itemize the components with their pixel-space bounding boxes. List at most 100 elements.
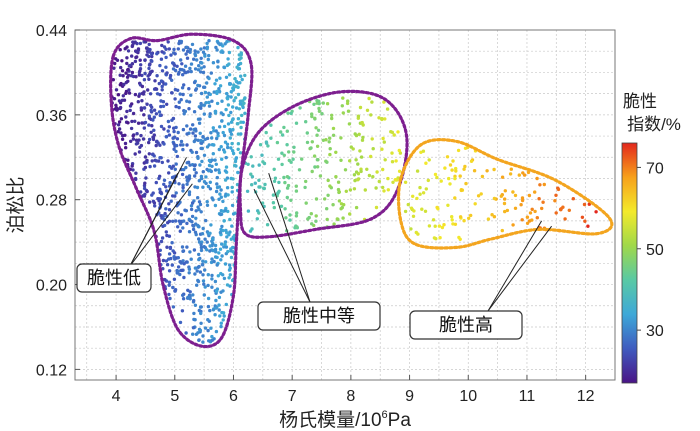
data-point	[133, 59, 138, 64]
data-point	[126, 158, 130, 162]
data-point	[220, 157, 224, 161]
data-point	[454, 169, 458, 173]
data-point	[131, 111, 136, 116]
data-point	[139, 106, 143, 110]
data-point	[222, 124, 227, 129]
data-point	[337, 190, 341, 194]
data-point	[224, 302, 228, 307]
data-point	[198, 202, 203, 207]
data-point	[159, 124, 164, 129]
data-point	[214, 162, 218, 166]
data-point	[458, 174, 462, 178]
data-point	[197, 237, 201, 241]
annotation-box	[409, 310, 523, 340]
data-point	[123, 141, 128, 146]
plot-frame	[74, 29, 616, 381]
data-point	[182, 262, 186, 266]
data-point	[317, 109, 322, 114]
data-point	[255, 217, 259, 221]
data-point	[184, 52, 188, 56]
data-point	[219, 321, 223, 325]
data-point	[279, 130, 283, 134]
data-point	[226, 103, 231, 107]
data-point	[533, 209, 537, 214]
data-point	[300, 157, 304, 161]
data-point	[158, 187, 162, 191]
data-point	[185, 143, 189, 147]
data-point	[343, 168, 348, 172]
data-point	[144, 176, 148, 180]
data-point	[172, 63, 177, 67]
data-point	[120, 137, 125, 141]
data-point	[210, 99, 214, 103]
data-point	[530, 207, 534, 211]
data-point	[167, 125, 171, 129]
data-point	[454, 166, 458, 171]
data-point	[202, 112, 206, 116]
data-point	[131, 168, 135, 172]
data-point	[147, 66, 151, 71]
data-point	[271, 201, 276, 205]
data-point	[236, 92, 241, 97]
data-point	[396, 176, 400, 180]
data-point	[285, 129, 289, 133]
data-point	[204, 218, 208, 223]
y-tick-label: 0.12	[36, 362, 67, 379]
data-point	[220, 310, 224, 315]
data-point	[348, 212, 352, 216]
data-point	[261, 186, 266, 190]
data-point	[325, 207, 329, 211]
data-point	[187, 267, 192, 271]
data-point	[173, 97, 177, 101]
data-point	[181, 92, 185, 97]
data-point	[225, 283, 230, 287]
data-point	[161, 267, 165, 271]
data-point	[133, 92, 138, 97]
data-point	[217, 89, 222, 94]
data-point	[213, 109, 218, 114]
data-point	[227, 113, 231, 118]
data-point	[193, 138, 198, 142]
data-point	[382, 100, 386, 104]
data-point	[197, 63, 201, 68]
data-point	[213, 279, 218, 284]
data-point	[204, 175, 208, 179]
data-point	[133, 152, 137, 156]
data-point	[205, 81, 209, 85]
data-point	[142, 186, 147, 191]
data-point	[196, 205, 200, 209]
data-point	[371, 147, 375, 151]
data-point	[122, 98, 127, 102]
data-point	[236, 147, 240, 151]
data-point	[448, 182, 452, 186]
data-point	[124, 146, 128, 150]
data-point	[220, 254, 224, 258]
data-point	[193, 174, 197, 178]
data-point	[172, 47, 176, 52]
data-point	[162, 178, 167, 182]
data-point	[217, 303, 221, 307]
data-point	[195, 58, 199, 62]
data-point	[390, 160, 395, 164]
data-point	[540, 206, 544, 211]
data-point	[172, 142, 176, 146]
data-point	[138, 41, 143, 46]
data-point	[188, 66, 192, 71]
data-point	[152, 128, 156, 132]
data-point	[213, 243, 218, 248]
data-point	[266, 144, 270, 148]
data-point	[192, 57, 196, 61]
data-point	[199, 141, 203, 145]
data-point	[239, 120, 243, 124]
data-point	[330, 116, 334, 121]
data-point	[189, 69, 193, 74]
data-point	[143, 120, 148, 125]
data-point	[197, 200, 202, 204]
data-point	[358, 149, 362, 153]
data-point	[450, 218, 454, 222]
data-point	[176, 225, 180, 229]
data-point	[231, 86, 235, 90]
data-point	[150, 152, 155, 157]
data-point	[171, 285, 175, 290]
data-point	[500, 228, 504, 233]
